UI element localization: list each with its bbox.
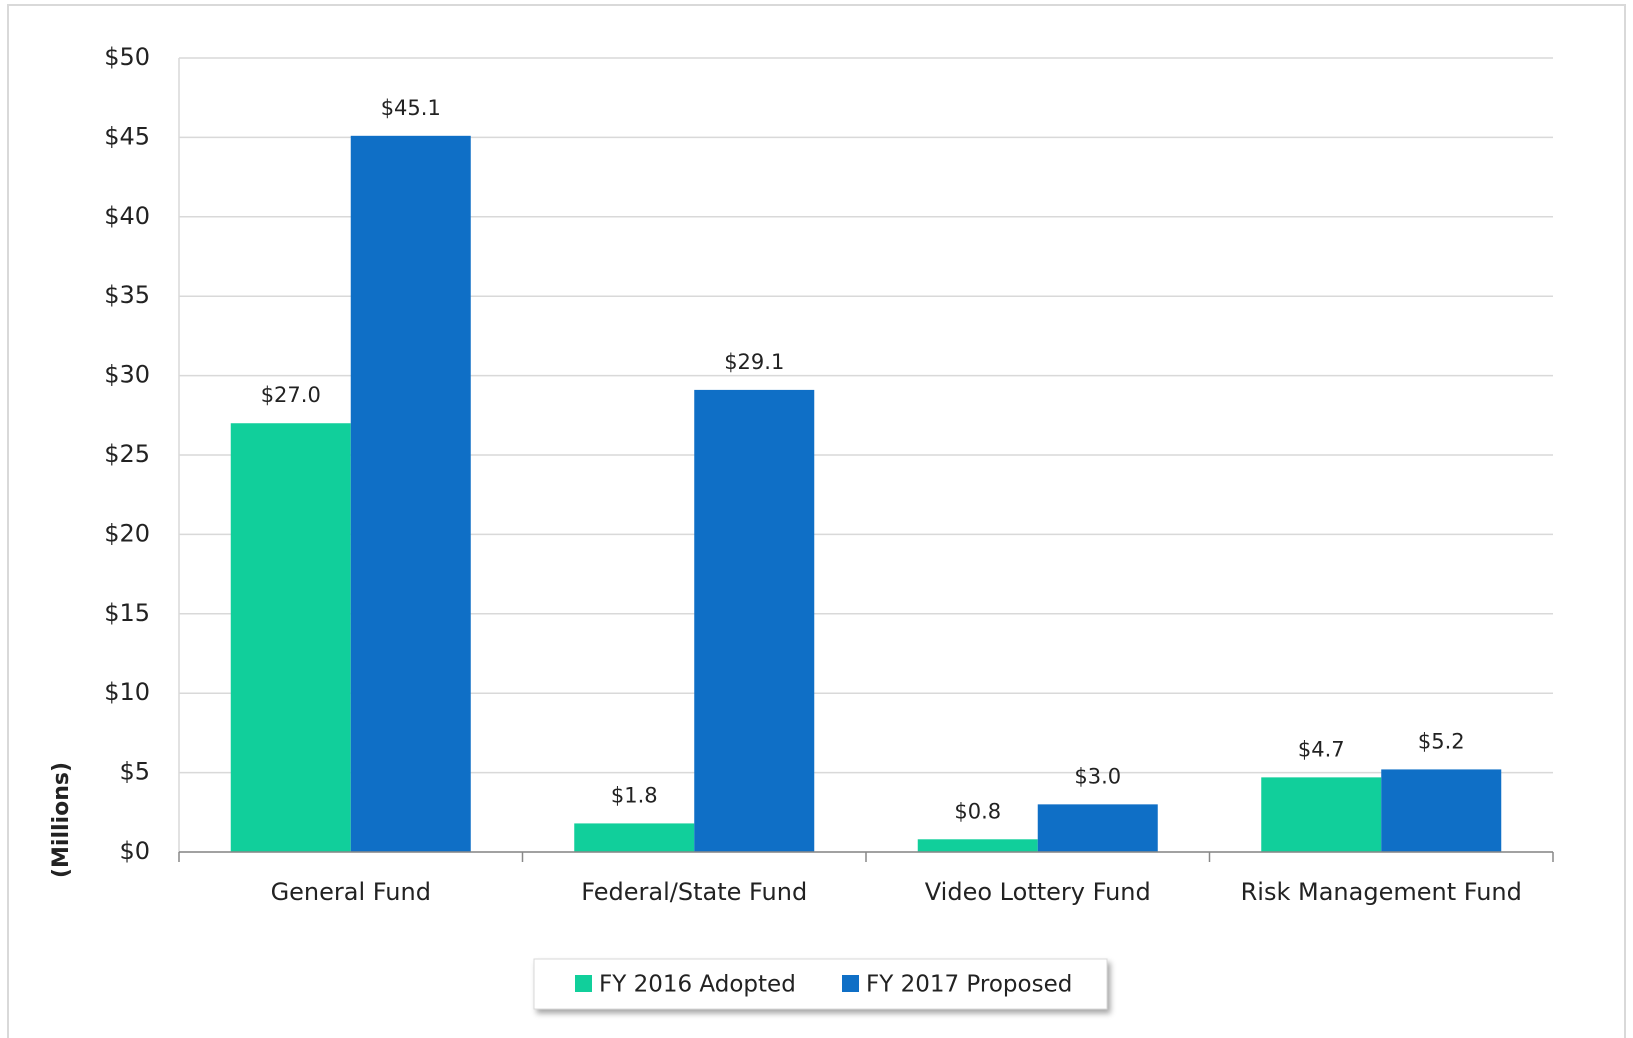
data-label: $4.7 bbox=[1298, 737, 1345, 761]
data-label: $5.2 bbox=[1418, 729, 1465, 753]
y-axis-label: (Millions) bbox=[49, 762, 74, 878]
x-tick-label: Video Lottery Fund bbox=[925, 878, 1151, 906]
data-label: $1.8 bbox=[611, 783, 658, 807]
y-tick-label: $20 bbox=[104, 519, 150, 547]
data-label: $0.8 bbox=[954, 799, 1001, 823]
y-tick-label: $0 bbox=[119, 837, 150, 865]
y-tick-label: $25 bbox=[104, 440, 150, 468]
bar bbox=[1261, 777, 1382, 852]
data-label: $3.0 bbox=[1074, 764, 1121, 788]
bar bbox=[230, 423, 351, 852]
y-tick-label: $45 bbox=[104, 122, 150, 150]
x-tick-label: General Fund bbox=[271, 878, 431, 906]
data-label: $27.0 bbox=[261, 383, 321, 407]
x-tick-label: Risk Management Fund bbox=[1241, 878, 1522, 906]
bar bbox=[350, 135, 471, 852]
legend-label: FY 2017 Proposed bbox=[866, 972, 1072, 998]
legend-swatch bbox=[842, 975, 859, 992]
y-tick-label: $5 bbox=[119, 758, 150, 786]
y-tick-label: $50 bbox=[104, 43, 150, 71]
y-tick-label: $15 bbox=[104, 599, 150, 627]
bar bbox=[1381, 769, 1502, 852]
bar bbox=[574, 823, 695, 852]
data-label: $45.1 bbox=[381, 96, 441, 120]
y-tick-label: $10 bbox=[104, 678, 150, 706]
legend-swatch bbox=[575, 975, 592, 992]
bar bbox=[694, 389, 815, 852]
bar bbox=[917, 839, 1038, 852]
y-tick-label: $35 bbox=[104, 281, 150, 309]
bar bbox=[1037, 804, 1158, 852]
legend-label: FY 2016 Adopted bbox=[599, 972, 796, 998]
y-tick-label: $40 bbox=[104, 202, 150, 230]
x-tick-label: Federal/State Fund bbox=[581, 878, 807, 906]
data-label: $29.1 bbox=[724, 350, 784, 374]
legend-box bbox=[533, 958, 1108, 1010]
y-tick-label: $30 bbox=[104, 361, 150, 389]
